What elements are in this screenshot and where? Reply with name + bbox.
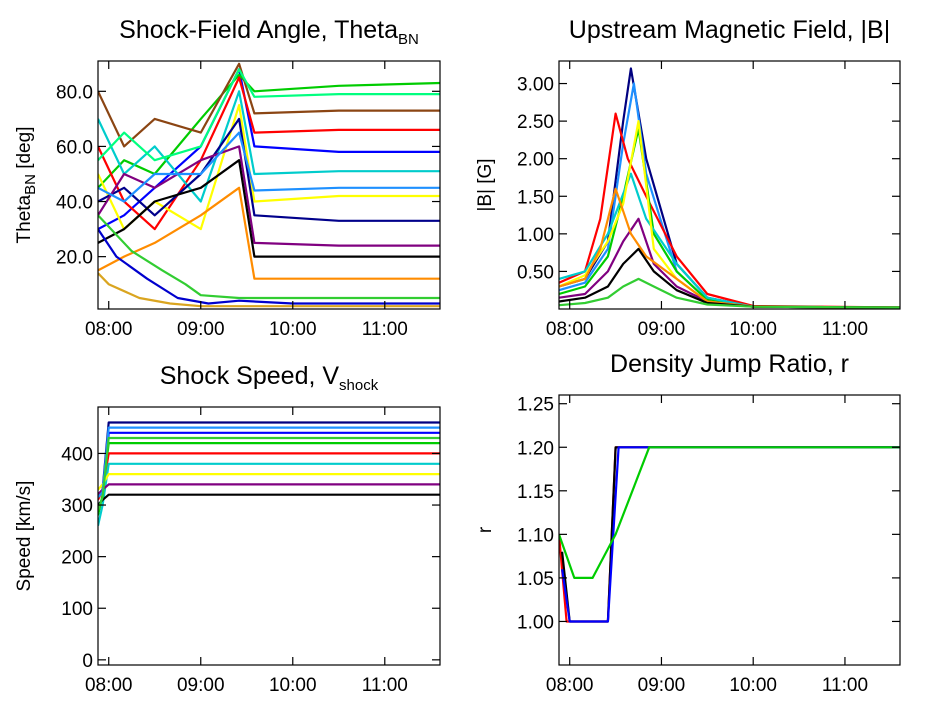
x-tick-label: 10:00 — [269, 675, 317, 696]
y-tick-label: 1.25 — [517, 395, 554, 416]
x-tick-label: 09:00 — [177, 319, 225, 340]
y-axis-label: |B| [G] — [475, 158, 496, 211]
series-group — [98, 62, 440, 308]
x-tick-label: 09:00 — [177, 675, 225, 696]
y-tick-label: 3.00 — [517, 75, 554, 96]
chart-title: Shock-Field Angle, ThetaBN — [119, 16, 419, 48]
y-tick-label: 20.0 — [56, 248, 93, 269]
y-tick-label: 60.0 — [56, 137, 93, 158]
x-tick-label: 11:00 — [362, 675, 408, 696]
y-tick-label: 1.00 — [517, 225, 554, 246]
y-axis-label: r — [475, 526, 496, 533]
y-tick-label: 200 — [61, 548, 93, 569]
y-tick-label: 2.00 — [517, 150, 554, 171]
y-tick-label: 1.50 — [517, 187, 554, 208]
x-tick-label: 08:00 — [546, 675, 594, 696]
x-tick-label: 10:00 — [729, 675, 777, 696]
series-line-3 — [559, 112, 900, 309]
x-tick-label: 11:00 — [822, 319, 868, 340]
y-axis-label: ThetaBN [deg] — [14, 127, 39, 244]
panel-3: 08:00 09:00 10:00 11:00 0 100 200 300 400 Shock S… — [14, 362, 441, 696]
y-tick-label: 300 — [61, 496, 93, 517]
series-line-7 — [98, 62, 440, 148]
plot-frame — [97, 60, 441, 310]
series-line-10 — [98, 68, 440, 162]
series-line-7 — [98, 483, 440, 496]
series-line-5 — [559, 172, 900, 309]
series-line-6 — [98, 117, 440, 222]
series-line-1 — [559, 67, 900, 309]
x-tick-label: 09:00 — [638, 319, 686, 340]
series-line-2 — [559, 82, 900, 309]
chart-title: Shock Speed, Vshock — [160, 362, 379, 394]
x-tick-label: 11:00 — [822, 675, 868, 696]
y-tick-label: 0 — [82, 651, 93, 672]
series-line-3 — [98, 76, 440, 231]
panel-2: 08:00 09:00 10:00 11:00 0.50 1.00 1.50 2.00 2.50… — [475, 16, 901, 340]
y-tick-label: 1.15 — [517, 482, 554, 503]
series-line-8 — [98, 493, 440, 506]
series-line-3 — [561, 446, 900, 623]
y-tick-label: 1.10 — [517, 525, 554, 546]
series-line-4 — [559, 446, 900, 580]
series-line-12 — [98, 131, 440, 203]
series-line-11 — [98, 186, 440, 280]
panel-4: 08:00 09:00 10:00 11:00 1.00 1.05 1.10 1.15 1.20… — [475, 350, 901, 696]
x-tick-label: 08:00 — [85, 675, 133, 696]
series-line-10 — [98, 436, 440, 511]
x-tick-label: 10:00 — [269, 319, 317, 340]
x-tick-label: 11:00 — [362, 319, 408, 340]
series-group — [559, 67, 900, 309]
y-tick-label: 0.50 — [517, 262, 554, 283]
x-tick-label: 09:00 — [638, 675, 686, 696]
series-line-10 — [559, 277, 900, 309]
series-line-6 — [98, 473, 440, 491]
y-tick-label: 400 — [61, 444, 93, 465]
series-line-9 — [98, 159, 440, 258]
y-tick-label: 1.00 — [517, 612, 554, 633]
y-tick-label: 100 — [61, 599, 93, 620]
y-axis-label: Speed [km/s] — [14, 481, 35, 592]
plot-frame — [558, 394, 901, 666]
x-tick-label: 08:00 — [85, 319, 133, 340]
y-tick-label: 40.0 — [56, 193, 93, 214]
series-line-15 — [98, 214, 440, 300]
x-tick-label: 10:00 — [729, 319, 777, 340]
chart-title: Upstream Magnetic Field, |B| — [569, 16, 890, 44]
panel-1: 08:00 09:00 10:00 11:00 20.0 40.0 60.0 80.0 Shoc… — [14, 16, 441, 340]
plot-frame — [558, 60, 901, 310]
x-tick-label: 08:00 — [546, 319, 594, 340]
y-tick-label: 80.0 — [56, 82, 93, 103]
y-tick-label: 2.50 — [517, 112, 554, 133]
series-line-5 — [98, 462, 440, 526]
series-line-4 — [98, 452, 440, 501]
y-tick-label: 1.20 — [517, 438, 554, 459]
series-group — [98, 421, 440, 526]
series-line-14 — [98, 228, 440, 305]
chart-title: Density Jump Ratio, r — [610, 350, 849, 378]
series-group — [559, 446, 900, 623]
plot-frame — [97, 406, 441, 666]
y-tick-label: 1.05 — [517, 569, 554, 590]
